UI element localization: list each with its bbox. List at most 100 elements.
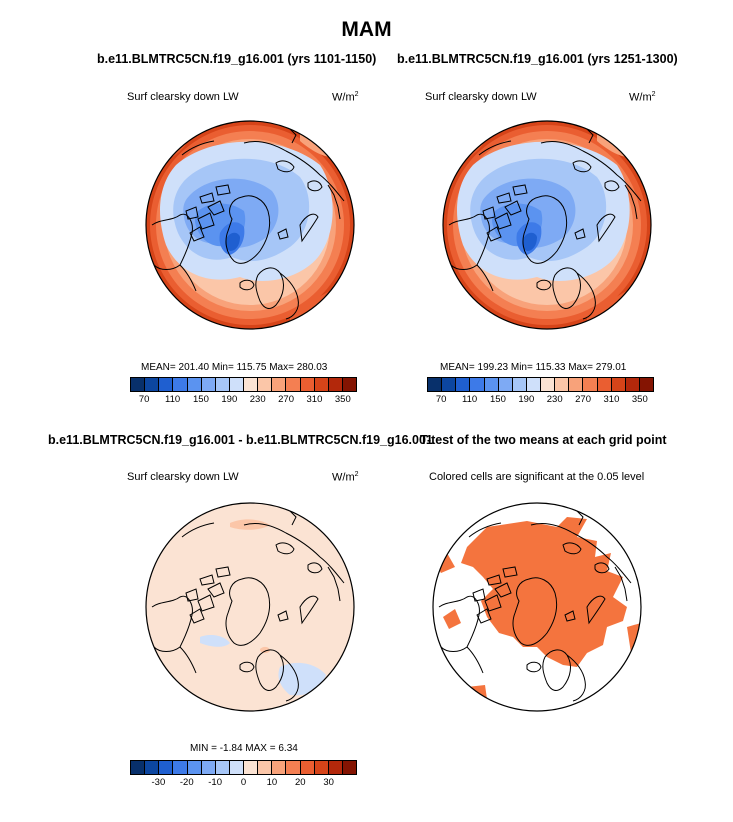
map-boundary (442, 120, 652, 330)
coastline (307, 180, 323, 192)
colorbar-swatch (512, 378, 527, 391)
coastline (215, 184, 231, 196)
colorbar-tick-label: -30 (151, 777, 166, 788)
significant-region (467, 685, 487, 701)
panel-3-colorbar (130, 760, 357, 775)
colorbar-tick-label: 150 (193, 394, 209, 405)
coastline (586, 595, 606, 625)
colorbar-swatch (215, 378, 230, 391)
colorbar-swatch (229, 761, 244, 774)
colorbar-swatch (456, 378, 471, 391)
coastline (494, 582, 512, 598)
colorbar-swatch (159, 378, 174, 391)
coastline (574, 228, 586, 240)
map-fill-group (146, 121, 354, 329)
map-boundary (145, 502, 355, 712)
colorbar-tick-label: 270 (278, 394, 294, 405)
field-contour (225, 232, 240, 251)
coastline (526, 661, 542, 673)
colorbar-swatch (159, 761, 174, 774)
colorbar-swatch (145, 761, 160, 774)
field-contour (260, 646, 270, 654)
colorbar-swatch (597, 378, 612, 391)
coastline (542, 649, 571, 691)
colorbar-swatch (244, 378, 259, 391)
colorbar-swatch (328, 378, 343, 391)
coastline (614, 566, 628, 602)
colorbar-swatch (555, 378, 570, 391)
panel-1-units-sup: 2 (354, 91, 359, 98)
colorbar-tick-label: 70 (435, 394, 447, 405)
colorbar-tick-label: 310 (306, 394, 323, 405)
coastline (299, 213, 319, 243)
panel-2-title: b.e11.BLMTRC5CN.f19_g16.001 (yrs 1251-13… (397, 52, 678, 66)
panel-1-colorbar-ticks: 70 110 150 190 230 270 310 350 (130, 394, 357, 406)
colorbar-swatch (215, 761, 230, 774)
map-fill-group (433, 503, 641, 711)
coastline (576, 510, 584, 526)
colorbar-swatch (258, 761, 273, 774)
field-contour (522, 232, 537, 251)
colorbar-swatch (470, 378, 485, 391)
coastline (197, 594, 215, 612)
coastline (255, 649, 284, 691)
map-fill-group (443, 121, 651, 329)
coastline (275, 542, 295, 555)
panel-2-subtitle: Surf clearsky down LW (425, 91, 537, 103)
panel-2-colorbar-ticks: 70 110 150 190 230 270 310 350 (427, 394, 654, 406)
coastline (179, 646, 197, 674)
colorbar-swatch (328, 761, 343, 774)
panel-3-map (145, 502, 355, 712)
colorbar-swatch (583, 378, 598, 391)
coastline-group (438, 510, 632, 702)
panel-3-stats: MIN = -1.84 MAX = 6.34 (190, 743, 298, 754)
colorbar-tick-label: 20 (294, 777, 306, 788)
colorbar-tick-label: 30 (323, 777, 334, 788)
coastline (494, 212, 512, 230)
coastline (604, 180, 620, 192)
coastline (189, 226, 205, 242)
coastline (502, 566, 518, 578)
colorbar-swatch (300, 378, 315, 391)
coastline (468, 522, 502, 538)
coastline (275, 160, 295, 173)
field-contour (200, 635, 230, 647)
colorbar-swatch (526, 378, 541, 391)
colorbar-swatch (201, 761, 216, 774)
coastline (277, 228, 289, 240)
coastline (496, 192, 512, 204)
colorbar-swatch (314, 378, 329, 391)
coastline (478, 140, 512, 156)
field-background (146, 503, 354, 711)
panel-4-map (432, 502, 642, 712)
coastline (476, 264, 494, 292)
coastline (225, 195, 271, 264)
colorbar-tick-label: 310 (603, 394, 620, 405)
coastline (207, 200, 225, 216)
coastline (566, 654, 586, 702)
coastline (289, 510, 297, 526)
coastline (448, 213, 490, 270)
coastline (484, 594, 502, 612)
panel-3-title: b.e11.BLMTRC5CN.f19_g16.001 - b.e11.BLMT… (48, 433, 433, 447)
coastline (438, 595, 480, 652)
colorbar-swatch (131, 378, 146, 391)
coastline (243, 522, 345, 584)
panel-2-map (442, 120, 652, 330)
colorbar-swatch (498, 378, 513, 391)
colorbar-swatch (187, 378, 202, 391)
coastline (596, 213, 616, 243)
colorbar-swatch (314, 761, 329, 774)
coastline (279, 654, 299, 702)
colorbar-swatch (342, 761, 356, 774)
map-fill-group (146, 503, 354, 711)
colorbar-tick-label: 350 (631, 394, 648, 405)
panel-1-units: W/m2 (332, 91, 359, 104)
coastline (327, 184, 341, 220)
coastline (624, 184, 638, 220)
coastline (179, 264, 197, 292)
panel-1-stats: MEAN= 201.40 Min= 115.75 Max= 280.03 (141, 362, 328, 373)
coastline (512, 184, 528, 196)
panel-3-colorbar-ticks: -30 -20 -10 0 10 20 30 (130, 777, 357, 789)
coastline-group (151, 510, 345, 702)
